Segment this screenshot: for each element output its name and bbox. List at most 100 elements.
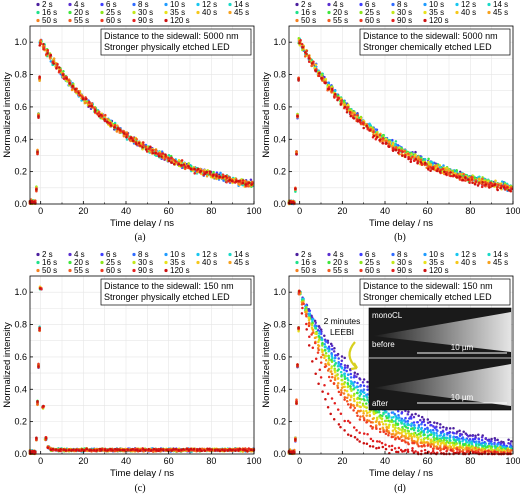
x-axis-label: Time delay / ns xyxy=(369,218,433,229)
data-point xyxy=(337,96,341,100)
legend-entry: 25 s xyxy=(106,8,121,17)
data-point xyxy=(429,169,432,173)
data-point xyxy=(223,449,226,453)
data-point xyxy=(108,121,112,125)
data-point xyxy=(116,124,119,127)
data-point xyxy=(387,142,391,146)
y-tick-label: 1.0 xyxy=(14,37,27,47)
data-point xyxy=(139,144,142,148)
data-point xyxy=(391,142,395,145)
data-point xyxy=(496,188,499,192)
legend-marker xyxy=(359,10,363,15)
y-axis-label: Normalized intensity xyxy=(261,72,272,158)
data-point xyxy=(122,134,126,138)
data-point xyxy=(221,173,225,177)
y-axis-label: Normalized intensity xyxy=(2,72,13,158)
data-point xyxy=(488,186,491,189)
data-point xyxy=(502,186,506,189)
data-point xyxy=(249,448,253,452)
data-point xyxy=(164,155,168,158)
data-point xyxy=(388,145,391,149)
annotation-line: Stronger chemically etched LED xyxy=(363,42,492,52)
data-point xyxy=(333,93,337,96)
x-tick-label: 60 xyxy=(164,206,174,216)
data-point xyxy=(154,151,157,154)
legend-marker xyxy=(487,2,491,7)
data-point xyxy=(55,67,58,70)
data-point xyxy=(39,38,43,42)
data-point xyxy=(38,44,41,47)
data-point xyxy=(345,108,349,111)
legend-marker xyxy=(228,260,232,265)
data-point xyxy=(88,100,91,104)
data-point xyxy=(318,72,321,75)
legend-entry: 10 s xyxy=(170,0,185,9)
data-point xyxy=(138,449,142,452)
data-point xyxy=(104,113,107,117)
data-point xyxy=(407,157,410,161)
data-point xyxy=(37,362,40,366)
data-point xyxy=(397,148,401,152)
data-point xyxy=(52,62,55,65)
data-point xyxy=(230,179,234,183)
data-point xyxy=(135,142,138,146)
x-tick-label: 20 xyxy=(78,456,88,466)
legend-entry: 35 s xyxy=(170,8,185,17)
data-point xyxy=(320,77,323,80)
data-point xyxy=(353,371,357,375)
data-point xyxy=(345,111,349,114)
x-axis-label: Time delay / ns xyxy=(110,468,174,479)
data-point xyxy=(295,152,298,156)
data-point xyxy=(96,112,99,115)
data-point xyxy=(123,448,126,452)
data-point xyxy=(343,356,346,360)
data-point xyxy=(353,113,356,117)
data-point xyxy=(83,101,87,104)
data-point xyxy=(307,57,311,60)
data-point xyxy=(464,179,467,182)
data-point xyxy=(90,448,93,452)
data-point xyxy=(105,120,109,123)
legend-entry: 8 s xyxy=(138,0,149,9)
legend-marker xyxy=(100,252,104,257)
legend-entry: 20 s xyxy=(74,8,89,17)
data-point xyxy=(499,186,503,190)
data-point xyxy=(340,355,344,358)
data-point xyxy=(126,448,129,451)
data-point xyxy=(247,447,251,450)
legend-marker xyxy=(68,268,72,273)
data-point xyxy=(144,148,148,151)
data-point xyxy=(372,130,375,134)
legend-marker xyxy=(100,10,104,15)
data-point xyxy=(163,158,166,161)
legend-entry: 120 s xyxy=(429,16,449,25)
legend-marker xyxy=(132,18,136,23)
data-point xyxy=(324,81,327,85)
legend-marker xyxy=(132,268,136,273)
y-axis-label: Normalized intensity xyxy=(2,322,13,408)
legend-marker xyxy=(68,260,72,265)
x-tick-label: 0 xyxy=(297,206,302,216)
data-point xyxy=(493,183,497,186)
data-point xyxy=(67,79,70,82)
data-point xyxy=(182,163,186,166)
x-tick-label: 0 xyxy=(38,456,43,466)
data-point xyxy=(436,169,439,173)
legend-marker xyxy=(36,260,40,265)
data-point xyxy=(477,181,481,184)
legend-entry: 40 s xyxy=(461,8,476,17)
data-point xyxy=(419,160,423,164)
data-point xyxy=(180,163,183,167)
legend-entry: 50 s xyxy=(42,266,57,275)
data-point xyxy=(193,172,196,175)
data-point xyxy=(474,180,478,184)
legend-entry: 30 s xyxy=(138,8,153,17)
data-point xyxy=(149,145,152,149)
data-point xyxy=(46,49,49,52)
data-point xyxy=(427,165,430,168)
data-point xyxy=(73,88,77,91)
data-point xyxy=(365,124,368,128)
data-point xyxy=(473,183,477,186)
data-point xyxy=(476,184,480,187)
